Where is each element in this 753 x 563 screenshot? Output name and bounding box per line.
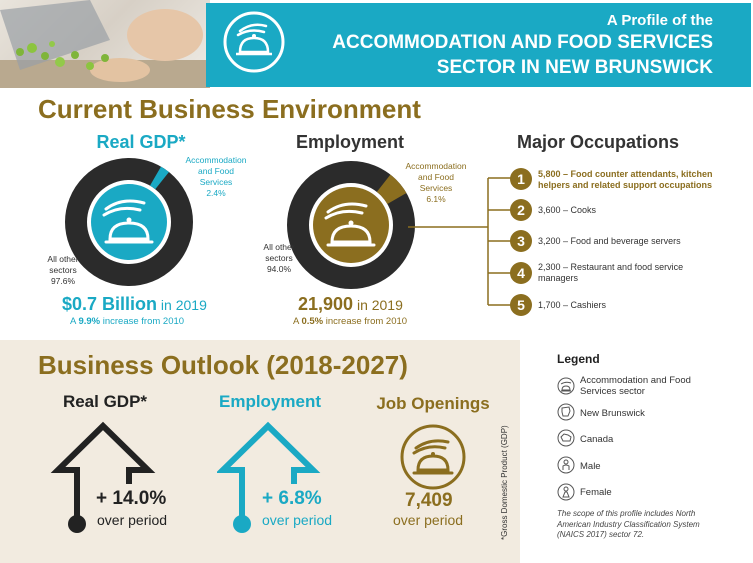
employment-sector-slice xyxy=(376,174,407,205)
occupations-connector xyxy=(408,177,516,306)
canada-map-icon xyxy=(557,429,575,447)
occupations-title: Major Occupations xyxy=(517,132,680,152)
cloche-icon xyxy=(102,199,154,244)
cloche-icon xyxy=(222,10,286,74)
legend-title: Legend xyxy=(557,352,600,366)
header-title-line2: SECTOR IN NEW BRUNSWICK xyxy=(436,57,713,78)
outlook-employment-value: + 6.8% xyxy=(262,488,322,509)
outlook-jobs-value: 7,409 xyxy=(405,490,453,511)
employment-sector-label: Accommodation and Food Services 6.1% xyxy=(405,161,467,204)
legend-item-sector: Accommodation and Food Services sector xyxy=(580,375,691,397)
outlook-employment-arrow-icon xyxy=(217,421,321,533)
employment-value: 21,900 in 2019 xyxy=(298,294,403,314)
outlook-gdp-arrow-icon xyxy=(50,421,156,533)
legend-item-female: Female xyxy=(580,487,612,498)
occupation-rank-2: 2 xyxy=(510,199,532,221)
outlook-jobs-period: over period xyxy=(393,512,464,528)
employment-donut-chart xyxy=(287,161,415,289)
cloche-icon xyxy=(400,424,466,490)
title-banner xyxy=(206,3,751,87)
male-icon xyxy=(557,456,575,474)
current-section-title: Current Business Environment xyxy=(38,94,421,124)
occupation-item-4: 2,300 – Restaurant and food service mana… xyxy=(538,262,684,283)
gdp-footnote: *Gross Domestic Product (GDP) xyxy=(500,425,509,540)
occupation-rank-1: 1 xyxy=(510,168,532,190)
gdp-sector-slice xyxy=(149,166,169,190)
outlook-employment-label: Employment xyxy=(218,392,322,411)
cloche-icon xyxy=(324,202,376,247)
occupation-rank-5: 5 xyxy=(510,294,532,316)
employment-other-slice xyxy=(287,161,415,289)
occupation-item-5: 1,700 – Cashiers xyxy=(538,300,607,310)
legend-item-male: Male xyxy=(580,461,601,472)
occupation-item-3: 3,200 – Food and beverage servers xyxy=(538,236,681,246)
occupation-rank-3: 3 xyxy=(510,230,532,252)
legend-item-new-brunswick: New Brunswick xyxy=(580,408,645,419)
gdp-value: $0.7 Billion in 2019 xyxy=(62,294,207,314)
gdp-other-label: All other sectors 97.6% xyxy=(47,254,79,286)
gdp-donut-chart xyxy=(65,158,193,286)
occupation-item-1: 5,800 – Food counter attendants, kitchen… xyxy=(538,169,713,190)
new-brunswick-map-icon xyxy=(557,403,575,421)
header-title-line1: ACCOMMODATION AND FOOD SERVICES xyxy=(332,32,713,53)
gdp-other-slice xyxy=(65,158,193,286)
legend-panel xyxy=(520,340,753,563)
header-subtitle: A Profile of the xyxy=(606,12,713,29)
employment-increase: A 0.5% increase from 2010 xyxy=(293,316,408,327)
header: A Profile of the ACCOMMODATION AND FOOD … xyxy=(0,0,753,90)
cloche-icon xyxy=(557,377,575,395)
outlook-employment-period: over period xyxy=(262,512,333,528)
header-photo xyxy=(0,0,210,88)
outlook-gdp-label: Real GDP* xyxy=(62,392,148,411)
scope-note: The scope of this profile includes North… xyxy=(557,509,700,539)
employment-other-label: All other sectors 94.0% xyxy=(263,242,295,274)
gdp-sector-label: Accommodation and Food Services 2.4% xyxy=(185,155,247,198)
female-icon xyxy=(557,483,575,501)
occupation-rank-4: 4 xyxy=(510,262,532,284)
occupation-item-2: 3,600 – Cooks xyxy=(538,205,597,215)
outlook-gdp-period: over period xyxy=(97,512,168,528)
outlook-jobs-label: Job Openings xyxy=(376,394,490,413)
employment-title: Employment xyxy=(295,132,405,152)
gdp-title: Real GDP* xyxy=(96,132,186,152)
outlook-section-title: Business Outlook (2018-2027) xyxy=(38,350,408,380)
gdp-increase: A 9.9% increase from 2010 xyxy=(70,316,185,327)
outlook-gdp-value: + 14.0% xyxy=(96,488,167,509)
legend-item-canada: Canada xyxy=(580,434,614,445)
